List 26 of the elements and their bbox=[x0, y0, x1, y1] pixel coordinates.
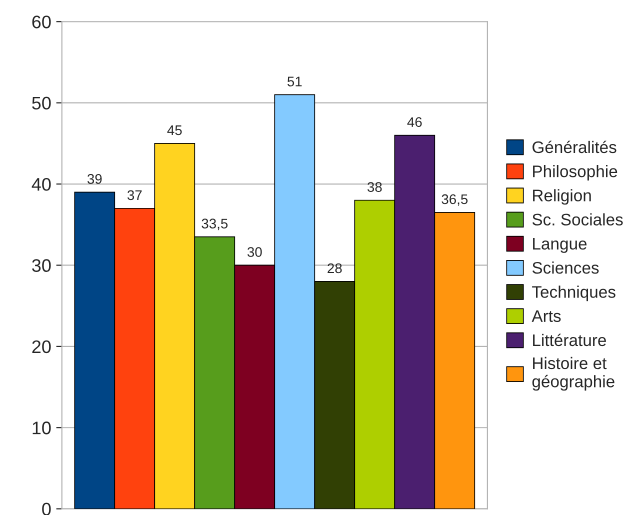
legend-label: Histoire et géographie bbox=[532, 356, 614, 391]
legend-label: Arts bbox=[532, 310, 561, 322]
y-tick-label: 40 bbox=[32, 178, 51, 191]
data-label: 39 bbox=[87, 174, 102, 184]
data-label: 37 bbox=[127, 190, 142, 200]
legend-label: Littérature bbox=[533, 334, 606, 346]
data-label: 51 bbox=[287, 76, 302, 86]
data-label: 33,5 bbox=[202, 218, 228, 230]
data-label: 46 bbox=[407, 117, 422, 128]
data-label: 36,5 bbox=[442, 194, 468, 206]
legend-label: Sciences bbox=[532, 262, 599, 274]
legend-label: Généralités bbox=[532, 140, 616, 154]
legend-label: Philosophie bbox=[533, 165, 618, 181]
legend-label: Religion bbox=[533, 189, 591, 205]
legend-label: Techniques bbox=[532, 286, 616, 302]
y-tick-label: 50 bbox=[32, 96, 51, 110]
y-tick-label: 60 bbox=[32, 16, 51, 28]
data-label: 45 bbox=[167, 125, 182, 136]
y-tick-label: 30 bbox=[32, 259, 51, 272]
data-label: 28 bbox=[328, 263, 342, 274]
y-tick-label: 10 bbox=[32, 422, 51, 434]
legend-label: Sc. Sociales bbox=[532, 213, 623, 226]
data-label: 30 bbox=[247, 247, 262, 257]
legend-label: Langue bbox=[533, 238, 587, 253]
y-tick-label: 20 bbox=[32, 340, 51, 354]
data-label: 38 bbox=[367, 182, 382, 192]
